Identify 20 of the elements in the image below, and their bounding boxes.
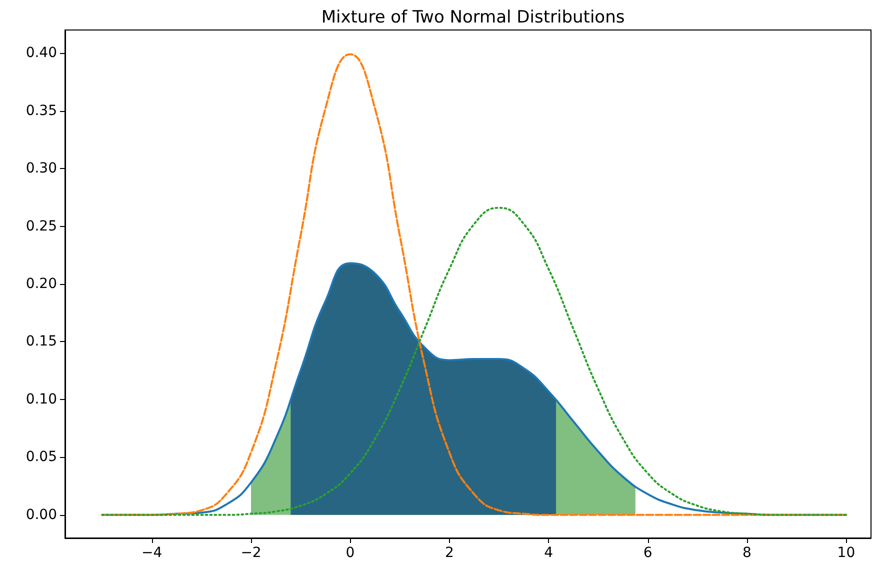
x-tick-label: 6 <box>643 545 652 561</box>
y-tick-label: 0.30 <box>26 160 57 177</box>
line-series <box>101 53 848 516</box>
y-tick-label: 0.25 <box>26 218 57 234</box>
x-tick-label: 8 <box>742 545 752 561</box>
y-tick-label: 0.20 <box>26 276 57 292</box>
y-tick-label: 0.05 <box>26 449 57 466</box>
line-series <box>101 206 848 516</box>
y-tick-label: 0.35 <box>26 102 57 119</box>
x-tick-label: −4 <box>141 545 162 561</box>
x-tick-label: 10 <box>837 545 856 561</box>
x-tick-label: 2 <box>444 545 454 561</box>
y-tick-label: 0.10 <box>26 391 57 408</box>
x-tick-label: 4 <box>544 545 554 561</box>
y-tick-label: 0.40 <box>26 45 57 62</box>
y-tick-label: 0.15 <box>26 334 57 350</box>
y-tick-label: 0.00 <box>26 506 57 523</box>
x-tick-label: 0 <box>346 545 355 561</box>
chart-title: Mixture of Two Normal Distributions <box>321 8 625 28</box>
x-tick-label: −2 <box>240 545 262 561</box>
